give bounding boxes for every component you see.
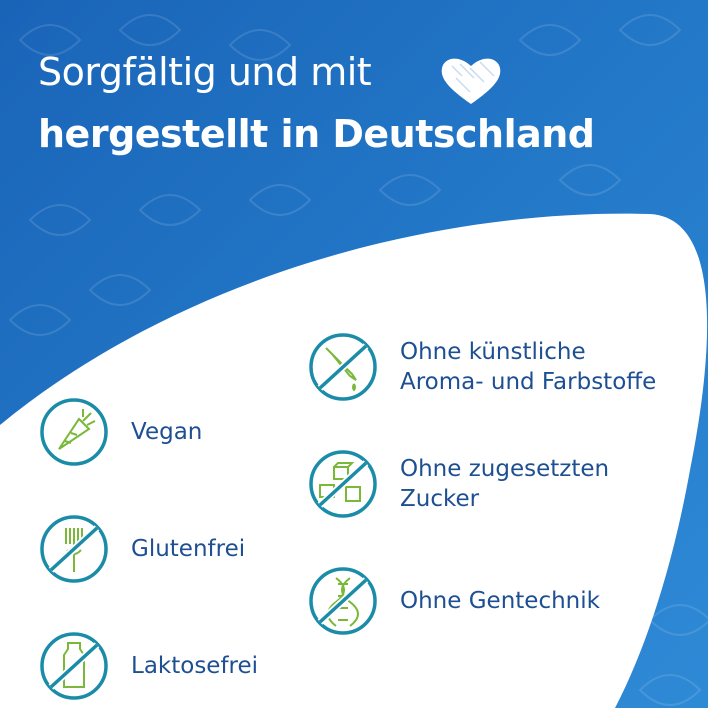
feature-label: Ohne Gentechnik [400,588,600,614]
dna-icon [309,567,377,635]
feature-laktosefrei: Laktosefrei [39,631,258,701]
white-panel [0,213,708,708]
dropper-icon [309,333,377,401]
feature-no-artificial-flavors: Ohne künstliche Aroma- und Farbstoffe [308,332,656,402]
feature-glutenfrei: Glutenfrei [39,514,245,584]
wheat-icon [40,515,108,583]
feature-label: Laktosefrei [131,653,259,679]
carrot-icon [40,398,108,466]
feature-vegan: Vegan [39,397,202,467]
sugar-cubes-icon [309,450,377,518]
feature-label: Glutenfrei [131,536,246,562]
feature-no-gmo: Ohne Gentechnik [308,566,600,636]
feature-label: Ohne zugesetzten Zucker [400,456,610,512]
headline-line-2: hergestellt in Deutschland [38,112,595,156]
leaf-pattern [8,14,708,706]
milk-bottle-icon [40,632,108,700]
feature-label: Ohne künstliche Aroma- und Farbstoffe [400,339,657,395]
feature-no-added-sugar: Ohne zugesetzten Zucker [308,449,609,519]
heart-icon [441,58,501,104]
headline-line-1: Sorgfältig und mit [38,50,372,94]
feature-label: Vegan [131,419,203,445]
